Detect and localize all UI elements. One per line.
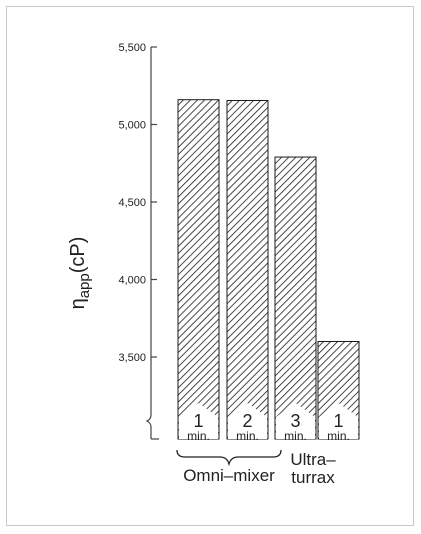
bar bbox=[226, 99, 269, 440]
bar-duration-value: 2 bbox=[242, 411, 252, 431]
y-axis: 3,500 4,000 4,500 5,000 5,500 bbox=[118, 42, 159, 440]
y-axis-line bbox=[145, 47, 152, 439]
bar-duration-value: 1 bbox=[193, 411, 203, 431]
y-tick-label: 3,500 bbox=[118, 352, 146, 364]
group-label-ultra-turrax-line2: turrax bbox=[291, 468, 335, 487]
group-label-ultra-turrax-line1: Ultra– bbox=[290, 450, 336, 469]
bar-duration-unit: min. bbox=[187, 429, 210, 443]
y-axis-label-unit: (cP) bbox=[67, 237, 89, 274]
bar bbox=[177, 99, 220, 440]
y-tick-label: 4,500 bbox=[118, 197, 146, 209]
bar-label-area bbox=[179, 403, 218, 439]
bar bbox=[274, 156, 317, 440]
bar-label-area bbox=[228, 403, 267, 439]
bar-duration-value: 1 bbox=[333, 411, 343, 431]
bar-label-area bbox=[276, 403, 315, 439]
y-tick-label: 4,000 bbox=[118, 275, 146, 287]
chart-frame: 3,500 4,000 4,500 5,000 5,500 1 min. 2 min. 3 min… bbox=[6, 6, 414, 526]
y-tick-label: 5,000 bbox=[118, 120, 146, 132]
group-label-omni-mixer: Omni–mixer bbox=[183, 466, 275, 485]
omni-mixer-brace bbox=[176, 449, 282, 467]
y-axis-label: ηapp(cP) bbox=[67, 237, 93, 310]
bar-duration-unit: min. bbox=[236, 429, 259, 443]
bar-duration-unit: min. bbox=[284, 429, 307, 443]
bar-duration-unit: min. bbox=[327, 429, 350, 443]
bar-label-area bbox=[319, 403, 358, 439]
y-axis-label-symbol: η bbox=[67, 298, 89, 309]
y-axis-label-subscript: app bbox=[76, 273, 93, 298]
bar-duration-value: 3 bbox=[290, 411, 300, 431]
y-tick-label: 5,500 bbox=[118, 42, 146, 54]
